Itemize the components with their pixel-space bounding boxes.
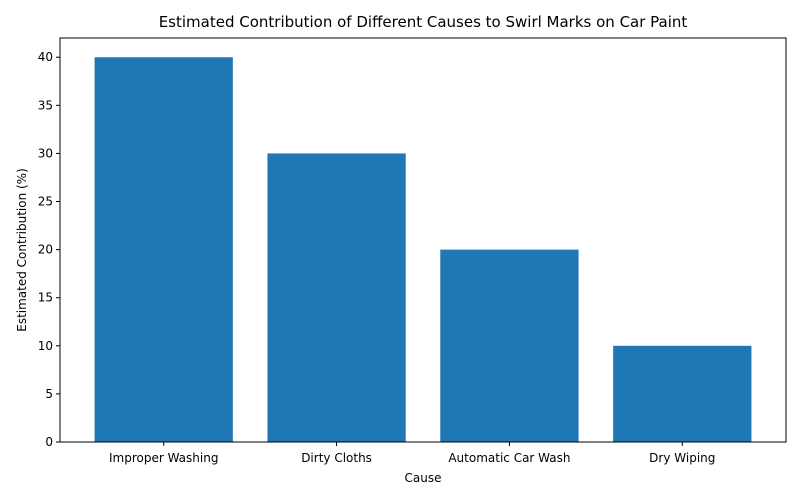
y-axis-ticks: 0 5 10 15 20 25 30 35 40 bbox=[38, 50, 60, 449]
y-axis-label: Estimated Contribution (%) bbox=[15, 168, 29, 332]
x-tick-label-0: Improper Washing bbox=[109, 451, 218, 465]
y-tick-label-6: 30 bbox=[38, 146, 53, 160]
bar-0 bbox=[94, 57, 233, 443]
y-tick-label-1: 5 bbox=[45, 387, 53, 401]
x-tick-label-2: Automatic Car Wash bbox=[448, 451, 570, 465]
x-tick-label-3: Dry Wiping bbox=[649, 451, 715, 465]
y-tick-label-4: 20 bbox=[38, 243, 53, 257]
y-tick-label-2: 10 bbox=[38, 339, 53, 353]
bars-group bbox=[94, 57, 752, 443]
chart-title: Estimated Contribution of Different Caus… bbox=[159, 13, 688, 31]
x-axis-ticks: Improper Washing Dirty Cloths Automatic Ca… bbox=[109, 442, 715, 465]
plot-frame bbox=[59, 37, 787, 443]
bar-2 bbox=[440, 249, 579, 442]
bar-1 bbox=[267, 153, 406, 442]
x-axis-label: Cause bbox=[405, 471, 442, 485]
y-tick-label-0: 0 bbox=[45, 435, 53, 449]
y-tick-label-8: 40 bbox=[38, 50, 53, 64]
bar-3 bbox=[613, 345, 752, 442]
y-tick-label-3: 15 bbox=[38, 291, 53, 305]
y-tick-label-5: 25 bbox=[38, 195, 53, 209]
x-tick-label-1: Dirty Cloths bbox=[301, 451, 372, 465]
y-tick-label-7: 35 bbox=[38, 98, 53, 112]
